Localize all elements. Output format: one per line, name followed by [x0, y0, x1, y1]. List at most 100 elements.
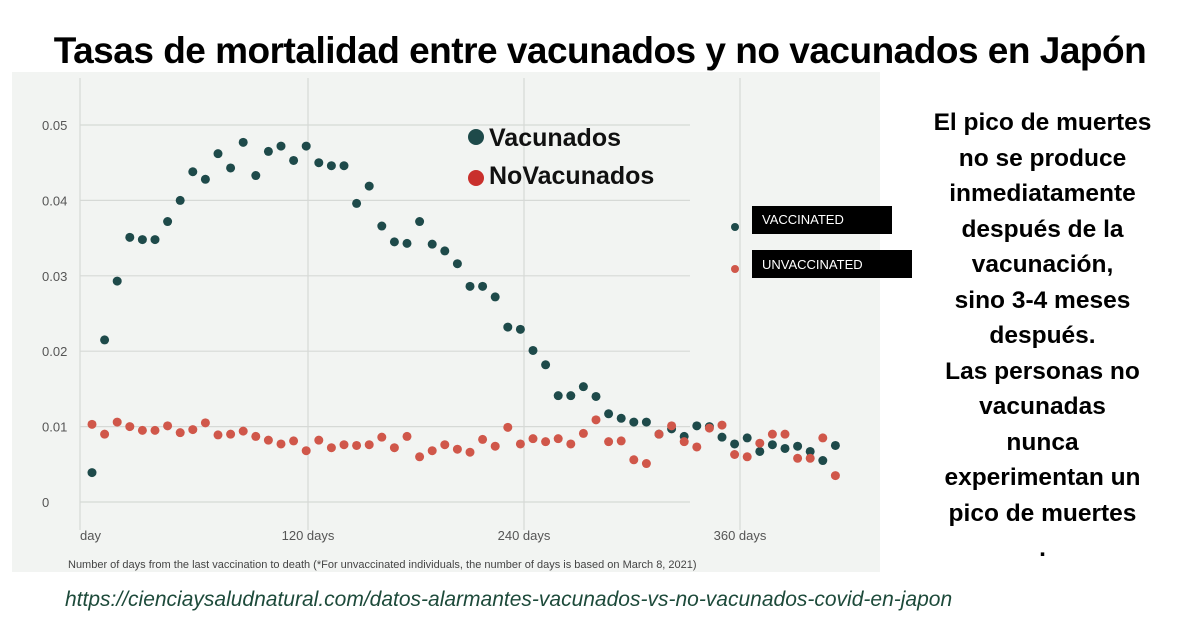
point-unvaccinated	[238, 426, 248, 436]
point-unvaccinated	[415, 452, 425, 462]
annotation-line: pico de muertes	[948, 499, 1137, 527]
y-tick-label: 0	[42, 495, 49, 510]
point-unvaccinated	[440, 440, 450, 450]
point-unvaccinated	[730, 449, 740, 459]
page-title: Tasas de mortalidad entre vacunados y no…	[53, 30, 1147, 71]
x-tick-label: day	[80, 528, 101, 543]
point-vaccinated	[175, 195, 185, 205]
point-unvaccinated	[793, 453, 803, 463]
point-vaccinated	[200, 174, 210, 184]
point-vaccinated	[301, 141, 311, 151]
point-vaccinated	[818, 456, 828, 466]
y-tick-label: 0.04	[42, 193, 67, 208]
source-url[interactable]: https://cienciaysaludnatural.com/datos-a…	[65, 588, 953, 611]
point-unvaccinated	[364, 440, 374, 450]
point-unvaccinated	[717, 420, 727, 430]
point-vaccinated	[415, 217, 425, 227]
point-vaccinated	[389, 237, 399, 247]
point-unvaccinated	[125, 422, 135, 432]
grid-lines	[79, 78, 741, 530]
point-unvaccinated	[112, 417, 122, 427]
point-unvaccinated	[163, 421, 173, 431]
point-vaccinated	[616, 413, 626, 423]
point-unvaccinated	[389, 443, 399, 453]
annotation-line: vacunación,	[971, 251, 1114, 278]
annotation-line: nunca	[1006, 428, 1079, 456]
point-vaccinated	[478, 281, 488, 291]
point-unvaccinated	[692, 442, 702, 452]
annotation-line: no se produce	[958, 144, 1127, 172]
point-unvaccinated	[755, 438, 765, 448]
point-vaccinated	[490, 292, 500, 302]
point-unvaccinated	[377, 432, 387, 442]
inner-legend: VACCINATED UNVACCINATED	[731, 206, 912, 278]
point-unvaccinated	[830, 471, 840, 481]
inner-legend-label-unvaccinated: UNVACCINATED	[762, 257, 863, 272]
annotation-line: El pico de muertes	[933, 109, 1152, 136]
point-unvaccinated	[150, 425, 160, 435]
point-vaccinated	[377, 221, 387, 231]
point-vaccinated	[402, 238, 412, 248]
point-vaccinated	[515, 324, 525, 334]
point-vaccinated	[263, 146, 273, 156]
point-unvaccinated	[528, 434, 538, 444]
point-unvaccinated	[301, 446, 311, 456]
x-axis-ticks: day 120 days 240 days 360 days	[80, 528, 767, 543]
point-unvaccinated	[503, 422, 513, 432]
point-vaccinated	[326, 161, 336, 171]
annotation-line: Las personas no	[945, 357, 1140, 385]
chart: 0 0.01 0.02 0.03 0.04 0.05 day 120 days 240 day…	[12, 72, 912, 572]
point-vaccinated	[465, 281, 475, 291]
point-unvaccinated	[805, 453, 815, 463]
point-vaccinated	[730, 439, 740, 449]
y-tick-label: 0.01	[42, 420, 67, 435]
point-unvaccinated	[667, 421, 677, 431]
point-vaccinated	[100, 335, 110, 345]
point-vaccinated	[641, 417, 651, 427]
point-vaccinated	[188, 167, 198, 177]
annotation-line: sino 3-4 meses	[954, 286, 1131, 314]
point-vaccinated	[742, 433, 752, 443]
point-unvaccinated	[339, 440, 349, 450]
annotation-line: después de la	[961, 215, 1124, 243]
point-unvaccinated	[679, 437, 689, 447]
y-tick-label: 0.05	[42, 118, 67, 133]
point-vaccinated	[112, 276, 122, 286]
point-vaccinated	[503, 322, 513, 332]
point-unvaccinated	[604, 437, 614, 447]
point-vaccinated	[238, 137, 248, 147]
inner-legend-box-unvaccinated	[752, 250, 912, 278]
point-unvaccinated	[478, 434, 488, 444]
point-vaccinated	[213, 149, 223, 159]
point-vaccinated	[591, 391, 601, 401]
point-unvaccinated	[742, 452, 752, 462]
point-unvaccinated	[641, 459, 651, 469]
annotation-line: vacunadas	[979, 393, 1106, 420]
y-axis-ticks: 0 0.01 0.02 0.03 0.04 0.05	[42, 118, 67, 510]
y-tick-label: 0.02	[42, 344, 67, 359]
annotation-line: inmediatamente	[949, 180, 1136, 207]
point-unvaccinated	[188, 425, 198, 435]
inner-legend-dot-vaccinated	[731, 223, 739, 231]
point-vaccinated	[528, 345, 538, 355]
point-vaccinated	[125, 232, 135, 242]
point-vaccinated	[578, 382, 588, 392]
annotation-line: .	[1039, 535, 1046, 562]
y-tick-label: 0.03	[42, 269, 67, 284]
point-unvaccinated	[427, 446, 437, 456]
point-vaccinated	[150, 235, 160, 245]
point-vaccinated	[440, 246, 450, 256]
point-unvaccinated	[780, 429, 790, 439]
point-unvaccinated	[402, 431, 412, 441]
point-vaccinated	[87, 468, 97, 478]
point-vaccinated	[339, 161, 349, 171]
point-vaccinated	[793, 441, 803, 451]
point-vaccinated	[805, 446, 815, 456]
point-vaccinated	[566, 391, 576, 401]
legend-dot-novacunados	[468, 170, 484, 186]
annotation-text: El pico de muertes no se produce inmediata…	[905, 105, 1180, 567]
point-unvaccinated	[251, 431, 261, 441]
point-unvaccinated	[704, 423, 714, 433]
point-unvaccinated	[263, 435, 273, 445]
point-vaccinated	[629, 417, 639, 427]
